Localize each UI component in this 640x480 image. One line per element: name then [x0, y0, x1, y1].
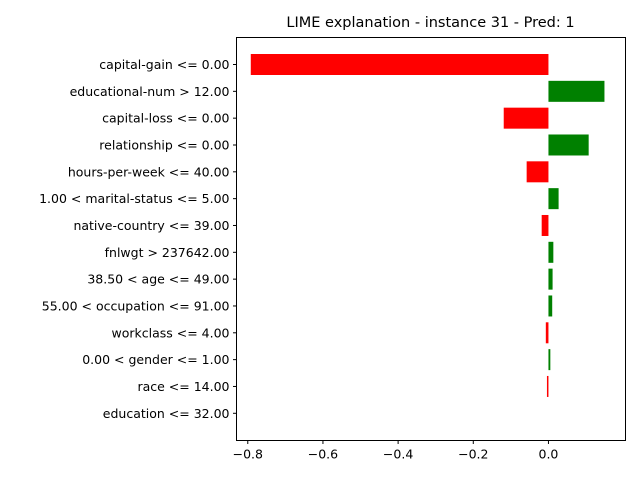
y-tick-label-1: educational-num > 12.00 — [70, 84, 230, 99]
y-tick-label-6: native-country <= 39.00 — [73, 218, 229, 233]
x-tick-label-4: 0.0 — [539, 447, 559, 462]
y-tick-label-5: 1.00 < marital-status <= 5.00 — [39, 191, 229, 206]
x-tick-label-1: −0.6 — [308, 447, 338, 462]
bar-10 — [545, 322, 549, 344]
bar-0 — [250, 54, 549, 75]
y-tick-label-12: race <= 14.00 — [137, 379, 229, 394]
x-axis: −0.8 −0.6 −0.4 −0.2 0.0 — [233, 440, 559, 462]
y-tick-label-13: education <= 32.00 — [103, 406, 230, 421]
bar-1 — [548, 80, 605, 102]
bar-4 — [526, 161, 549, 183]
x-tick-label-0: −0.8 — [233, 447, 263, 462]
y-tick-label-0: capital-gain <= 0.00 — [99, 57, 229, 72]
bar-3 — [548, 134, 589, 156]
bar-8 — [548, 268, 553, 290]
bars-layer — [250, 54, 605, 397]
bar-6 — [541, 214, 549, 236]
y-tick-label-7: fnlwgt > 237642.00 — [105, 245, 230, 260]
bar-12 — [546, 375, 549, 397]
y-tick-label-8: 38.50 < age <= 49.00 — [87, 272, 229, 287]
bar-5 — [548, 188, 559, 210]
x-tick-label-3: −0.2 — [458, 447, 488, 462]
plot-frame — [236, 37, 626, 441]
bar-9 — [548, 295, 553, 317]
x-tick-label-2: −0.4 — [383, 447, 413, 462]
y-tick-label-10: workclass <= 4.00 — [111, 325, 229, 340]
y-tick-label-11: 0.00 < gender <= 1.00 — [82, 352, 229, 367]
y-tick-label-4: hours-per-week <= 40.00 — [68, 164, 230, 179]
bar-2 — [503, 107, 549, 129]
y-tick-label-9: 55.00 < occupation <= 91.00 — [42, 298, 230, 313]
chart-title: LIME explanation - instance 31 - Pred: 1 — [286, 15, 574, 31]
bar-11 — [548, 349, 551, 371]
y-tick-labels: capital-gain <= 0.00 educational-num > 12… — [39, 57, 237, 421]
y-tick-label-3: relationship <= 0.00 — [99, 137, 229, 152]
bar-7 — [548, 241, 554, 263]
y-tick-label-2: capital-loss <= 0.00 — [102, 111, 229, 126]
